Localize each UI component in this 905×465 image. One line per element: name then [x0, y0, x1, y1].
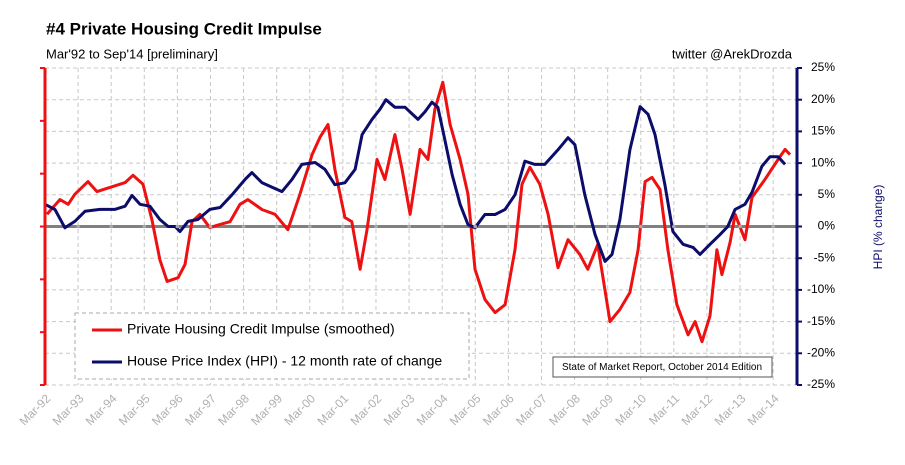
y2-tick-label: -10% [807, 282, 835, 296]
y2-tick-label: 0% [818, 219, 836, 233]
x-tick [208, 224, 213, 229]
x-tick-label: Mar-04 [414, 391, 451, 428]
series-line [44, 98, 787, 263]
x-tick [638, 224, 643, 229]
y2-axis-label: HPI (% change) [871, 185, 885, 270]
x-tick-label: Mar-14 [745, 391, 782, 428]
x-tick-label: Mar-98 [215, 391, 252, 428]
x-tick [109, 224, 113, 229]
x-tick-label: Mar-92 [17, 391, 54, 428]
legend: Private Housing Credit Impulse (smoothed… [92, 321, 442, 369]
x-tick-label: Mar-96 [149, 391, 186, 428]
y2-tick-label: -5% [814, 250, 836, 264]
x-tick [341, 224, 345, 229]
x-tick [76, 224, 80, 229]
x-tick-label: Mar-12 [679, 391, 716, 428]
y2-tick-label: 5% [818, 187, 836, 201]
legend-label: House Price Index (HPI) - 12 month rate … [127, 353, 442, 369]
x-tick [738, 224, 742, 229]
subtitle: Mar'92 to Sep'14 [preliminary] [46, 46, 218, 61]
x-tick-label: Mar-05 [447, 391, 484, 428]
x-tick [672, 224, 676, 229]
x-tick-label: Mar-03 [381, 391, 418, 428]
y2-tick-label: 15% [811, 124, 835, 138]
y2-tick-label: 25% [811, 60, 835, 74]
chart-title: #4 Private Housing Credit Impulse [46, 19, 322, 38]
x-tick-label: Mar-99 [248, 391, 285, 428]
x-tick-label: Mar-00 [281, 391, 318, 428]
x-tick-label: Mar-02 [348, 391, 385, 428]
x-tick-label: Mar-13 [712, 391, 749, 428]
y2-tick-label: -20% [807, 345, 835, 359]
x-tick [175, 224, 180, 229]
x-tick-label: Mar-11 [646, 391, 682, 427]
y2-tick-label: -15% [807, 314, 835, 328]
annotation: State of Market Report, October 2014 Edi… [562, 362, 762, 373]
x-tick [407, 224, 411, 229]
legend-label: Private Housing Credit Impulse (smoothed… [127, 321, 395, 337]
x-tick [771, 224, 775, 229]
y2-tick-label: 10% [811, 155, 835, 169]
y2-tick-label: -25% [807, 377, 835, 391]
x-tick [374, 224, 378, 229]
x-tick [473, 224, 478, 229]
x-tick [142, 224, 147, 229]
x-tick [241, 224, 246, 229]
x-tick-label: Mar-10 [612, 391, 649, 428]
x-tick-label: Mar-09 [579, 391, 616, 428]
x-tick-label: Mar-94 [83, 391, 120, 428]
x-tick-label: Mar-01 [314, 391, 351, 428]
x-tick [440, 224, 444, 229]
series-line [45, 80, 792, 344]
x-tick-label: Mar-93 [50, 391, 87, 428]
x-tick [572, 224, 577, 229]
x-tick [705, 224, 709, 229]
annotation-box [552, 356, 773, 378]
x-tick-label: Mar-07 [513, 391, 550, 428]
plot [44, 80, 792, 344]
x-tick [274, 224, 279, 229]
x-tick-label: Mar-08 [546, 391, 583, 428]
x-tick-label: Mar-97 [182, 391, 219, 428]
y2-tick-label: 20% [811, 92, 835, 106]
x-tick [307, 224, 312, 229]
legend-box [74, 312, 470, 380]
x-tick [506, 224, 511, 229]
x-tick [539, 224, 544, 229]
x-tick-label: Mar-06 [480, 391, 517, 428]
x-tick [605, 224, 610, 229]
x-tick-label: Mar-95 [116, 391, 153, 428]
credit: twitter @ArekDrozda [672, 46, 793, 61]
